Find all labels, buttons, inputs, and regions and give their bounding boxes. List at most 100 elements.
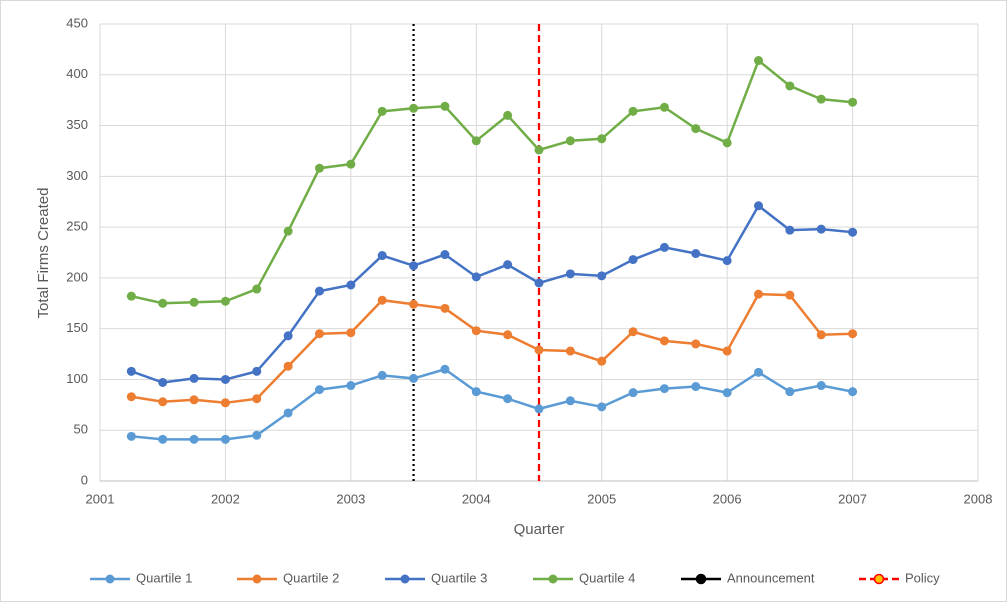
data-point [346, 159, 356, 169]
x-tick-label: 2007 [838, 491, 867, 506]
data-point [126, 366, 136, 376]
data-point [409, 261, 419, 271]
data-point [471, 387, 481, 397]
data-point [189, 434, 199, 444]
data-point [440, 364, 450, 374]
y-tick-label: 450 [66, 15, 88, 30]
data-point [754, 201, 763, 211]
data-point [691, 249, 701, 259]
data-point [785, 225, 795, 235]
data-point [126, 392, 136, 402]
data-point [597, 402, 607, 412]
y-tick-label: 200 [66, 269, 88, 284]
data-point [659, 384, 669, 394]
data-point [409, 103, 419, 113]
y-tick-label: 400 [66, 66, 88, 81]
data-point [409, 373, 419, 383]
x-tick-label: 2001 [86, 491, 115, 506]
data-point [220, 398, 230, 408]
data-point [346, 280, 356, 290]
data-point [754, 56, 763, 66]
data-point [722, 346, 732, 356]
series-line [131, 292, 853, 405]
data-point [189, 373, 199, 383]
data-point [565, 269, 575, 279]
y-tick-label: 100 [66, 371, 88, 386]
data-point [534, 145, 544, 155]
legend-marker [252, 574, 262, 584]
legend-label: Policy [905, 570, 940, 585]
data-point [315, 163, 324, 173]
series-line [131, 58, 853, 305]
data-point [440, 303, 450, 313]
x-tick-label: 2002 [211, 491, 240, 506]
data-point [126, 291, 136, 301]
data-point [785, 387, 795, 397]
data-point [126, 431, 136, 441]
y-tick-label: 250 [66, 219, 88, 234]
data-point [691, 382, 701, 392]
data-point [252, 366, 262, 376]
x-tick-label: 2008 [964, 491, 993, 506]
data-point [597, 134, 607, 144]
data-point [283, 408, 293, 418]
data-point [659, 336, 669, 346]
y-tick-label: 150 [66, 320, 88, 335]
data-point [722, 256, 732, 266]
data-point [503, 110, 513, 120]
y-tick-label: 350 [66, 117, 88, 132]
data-point [440, 101, 450, 111]
data-point [471, 136, 481, 146]
data-point [534, 345, 544, 355]
legend-label: Quartile 4 [579, 570, 635, 585]
data-point [785, 81, 795, 91]
data-point [565, 136, 575, 146]
data-point [565, 346, 575, 356]
data-point [346, 381, 356, 391]
data-point [189, 395, 199, 405]
data-point [503, 260, 513, 270]
data-point [722, 388, 732, 398]
data-point [722, 138, 732, 148]
data-point [252, 284, 262, 294]
data-point [440, 250, 450, 260]
x-tick-label: 2005 [587, 491, 616, 506]
legend-marker [695, 573, 707, 585]
data-point [628, 255, 638, 265]
legend-label: Quartile 2 [283, 570, 339, 585]
y-tick-label: 300 [66, 168, 88, 183]
data-point [691, 124, 701, 134]
data-point [848, 97, 858, 107]
x-tick-label: 2003 [336, 491, 365, 506]
data-point [597, 356, 607, 366]
legend-marker [400, 574, 410, 584]
data-point [816, 330, 826, 340]
legend-label: Announcement [727, 570, 815, 585]
data-point [158, 298, 168, 308]
series-line [131, 367, 853, 441]
data-point [377, 251, 387, 261]
x-axis-title: Quarter [514, 521, 565, 538]
data-point [158, 434, 168, 444]
data-point [377, 295, 387, 305]
data-point [816, 94, 826, 104]
data-point [848, 227, 858, 237]
data-point [315, 286, 324, 296]
legend-marker [548, 574, 558, 584]
data-point [158, 377, 168, 387]
data-point [471, 326, 481, 336]
data-point [315, 329, 324, 339]
data-point [377, 370, 387, 380]
data-point [754, 289, 763, 299]
data-point [503, 330, 513, 340]
legend-label: Quartile 3 [431, 570, 487, 585]
data-point [503, 394, 513, 404]
data-point [315, 385, 324, 395]
data-point [409, 299, 419, 309]
x-tick-label: 2004 [462, 491, 491, 506]
data-point [534, 404, 544, 414]
legend-label: Quartile 1 [136, 570, 192, 585]
data-point [565, 396, 575, 406]
data-point [659, 102, 669, 112]
